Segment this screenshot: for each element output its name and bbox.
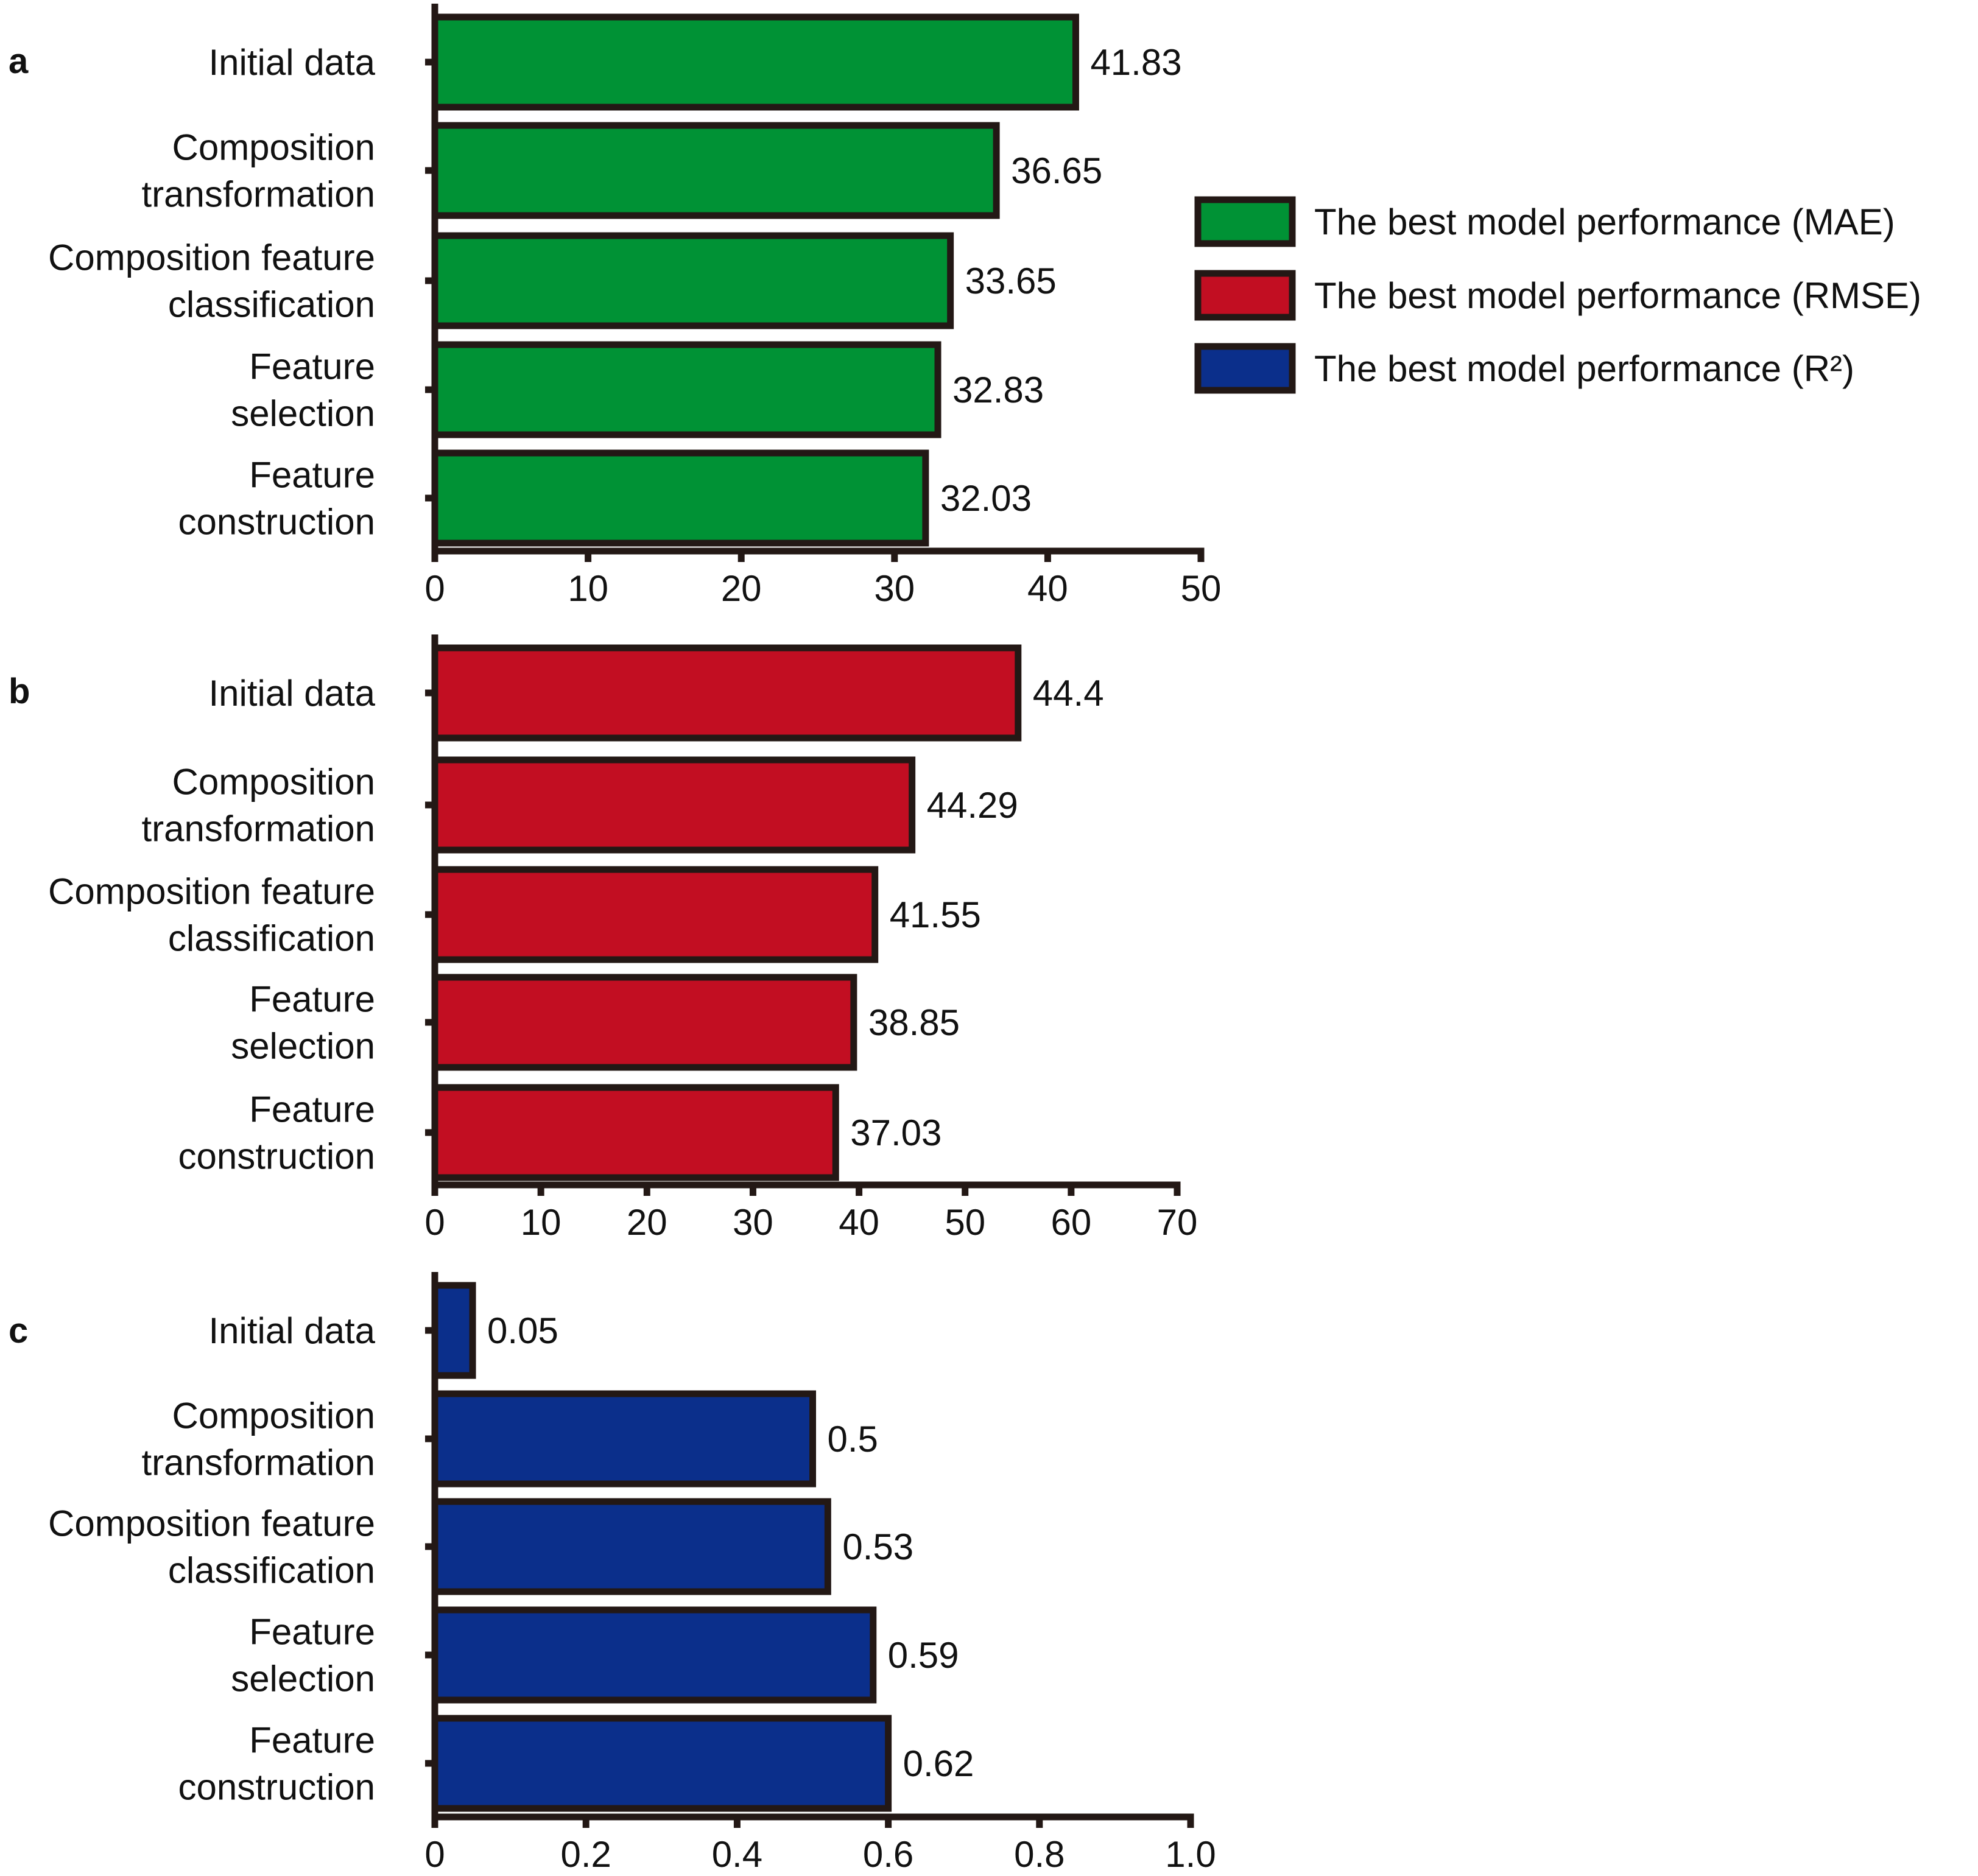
value-label-b-4: 37.03 [850, 1112, 941, 1153]
bar-b-3 [431, 974, 857, 1071]
category-label-a-2: Composition feature classification [48, 237, 375, 325]
bar-a-4 [431, 449, 929, 547]
panel-letter-a: a [9, 41, 29, 81]
value-label-c-0: 0.05 [487, 1310, 558, 1351]
value-label-a-2: 33.65 [965, 261, 1057, 301]
xtick-label-b-3: 30 [733, 1202, 773, 1243]
panels: a 41.83 Initial data 36.65 Composition transf… [9, 4, 1221, 1875]
category-label-c-1: Composition transformation [142, 1396, 376, 1483]
category-label-b-3: Feature selection [231, 979, 375, 1067]
xtick-label-a-2: 20 [721, 568, 762, 609]
xtick-label-c-3: 0.6 [863, 1834, 913, 1875]
bar-a-0 [431, 13, 1079, 111]
xtick-label-b-4: 40 [839, 1202, 879, 1243]
xtick-label-b-0: 0 [424, 1202, 445, 1243]
xtick-label-b-1: 10 [521, 1202, 561, 1243]
category-label-b-0: Initial data [208, 673, 375, 714]
value-label-b-3: 38.85 [868, 1002, 960, 1043]
xtick-label-b-2: 20 [627, 1202, 667, 1243]
value-label-a-0: 41.83 [1090, 42, 1181, 83]
xtick-label-a-4: 40 [1027, 568, 1068, 609]
bar-a-1 [431, 122, 1000, 219]
value-label-b-2: 41.55 [890, 894, 981, 935]
bar-a-3 [431, 341, 941, 438]
category-label-b-4: Feature construction [178, 1089, 376, 1177]
bar-c-0 [431, 1282, 476, 1379]
legend: The best model performance (MAE) The best… [1194, 196, 1921, 394]
category-label-c-2: Composition feature classification [48, 1503, 375, 1591]
bar-c-3 [431, 1606, 877, 1704]
xtick-label-b-7: 70 [1157, 1202, 1198, 1243]
value-label-c-3: 0.59 [888, 1635, 959, 1676]
panel-b: b 44.4 Initial data 44.29 Composition transfo… [9, 634, 1197, 1243]
legend-swatch-1 [1194, 270, 1296, 321]
xtick-label-a-1: 10 [568, 568, 608, 609]
legend-label-2: The best model performance (R²) [1314, 348, 1854, 389]
category-label-a-3: Feature selection [231, 346, 375, 434]
value-label-a-1: 36.65 [1011, 150, 1102, 191]
xtick-label-a-5: 50 [1181, 568, 1222, 609]
xtick-label-c-1: 0.2 [560, 1834, 611, 1875]
category-label-c-0: Initial data [208, 1310, 375, 1351]
bar-c-4 [431, 1715, 892, 1812]
xtick-label-a-0: 0 [424, 568, 445, 609]
value-label-a-3: 32.83 [952, 370, 1044, 410]
value-label-c-4: 0.62 [903, 1743, 974, 1784]
category-label-a-1: Composition transformation [142, 127, 376, 215]
xtick-label-a-3: 30 [874, 568, 915, 609]
category-label-c-3: Feature selection [231, 1612, 375, 1699]
bar-b-1 [431, 756, 916, 854]
legend-label-0: The best model performance (MAE) [1314, 202, 1895, 242]
xtick-label-c-5: 1.0 [1165, 1834, 1216, 1875]
bar-c-1 [431, 1390, 816, 1488]
bar-b-0 [431, 644, 1022, 742]
bar-a-2 [431, 232, 954, 329]
category-label-b-1: Composition transformation [142, 762, 376, 849]
category-label-a-0: Initial data [208, 42, 375, 83]
category-label-b-2: Composition feature classification [48, 871, 375, 959]
panel-c: c 0.05 Initial data 0.5 Composition transform… [9, 1272, 1216, 1875]
legend-swatch-0 [1194, 196, 1296, 247]
legend-label-1: The best model performance (RMSE) [1314, 275, 1921, 316]
category-label-c-4: Feature construction [178, 1720, 376, 1808]
xtick-label-b-6: 60 [1051, 1202, 1091, 1243]
value-label-b-0: 44.4 [1033, 673, 1104, 714]
xtick-label-b-5: 50 [945, 1202, 985, 1243]
legend-swatch-2 [1194, 343, 1296, 394]
value-label-a-4: 32.03 [940, 478, 1032, 519]
bar-b-4 [431, 1084, 839, 1181]
value-label-c-2: 0.53 [842, 1526, 913, 1567]
xtick-label-c-0: 0 [424, 1834, 445, 1875]
bar-c-2 [431, 1498, 831, 1595]
category-label-a-4: Feature construction [178, 455, 376, 543]
value-label-c-1: 0.5 [828, 1419, 878, 1460]
value-label-b-1: 44.29 [927, 785, 1018, 826]
xtick-label-c-4: 0.8 [1014, 1834, 1065, 1875]
xtick-label-c-2: 0.4 [712, 1834, 762, 1875]
panel-a: a 41.83 Initial data 36.65 Composition transf… [9, 4, 1221, 609]
panel-letter-b: b [9, 672, 30, 711]
bar-b-2 [431, 866, 879, 963]
panel-letter-c: c [9, 1311, 28, 1351]
